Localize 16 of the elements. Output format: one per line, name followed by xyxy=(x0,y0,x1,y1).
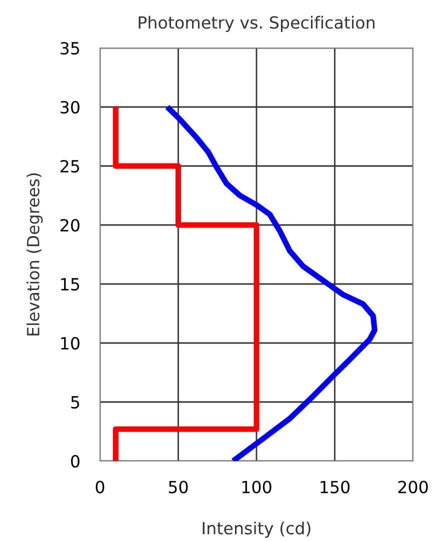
y-tick-label: 25 xyxy=(60,160,80,173)
y-tick-label: 20 xyxy=(60,218,80,232)
x-tick-label: 150 xyxy=(320,480,350,494)
y-tick-label: 15 xyxy=(61,278,80,291)
y-tick-label: 10 xyxy=(61,336,80,350)
y-tick-label: 30 xyxy=(60,100,80,114)
y-tick-label: 35 xyxy=(60,42,80,55)
y-tick-label: 5 xyxy=(71,396,80,409)
x-tick-label: 0 xyxy=(96,480,104,494)
x-tick-label: 200 xyxy=(398,480,428,494)
y-tick-label: 0 xyxy=(71,454,80,468)
x-tick-label: 50 xyxy=(168,480,188,494)
chart-title: Photometry vs. Specification xyxy=(138,16,374,32)
x-axis-title: Intensity (cd) xyxy=(202,522,310,538)
y-axis-title: Elevation (Degrees) xyxy=(26,173,43,336)
x-tick-label: 100 xyxy=(242,480,272,494)
